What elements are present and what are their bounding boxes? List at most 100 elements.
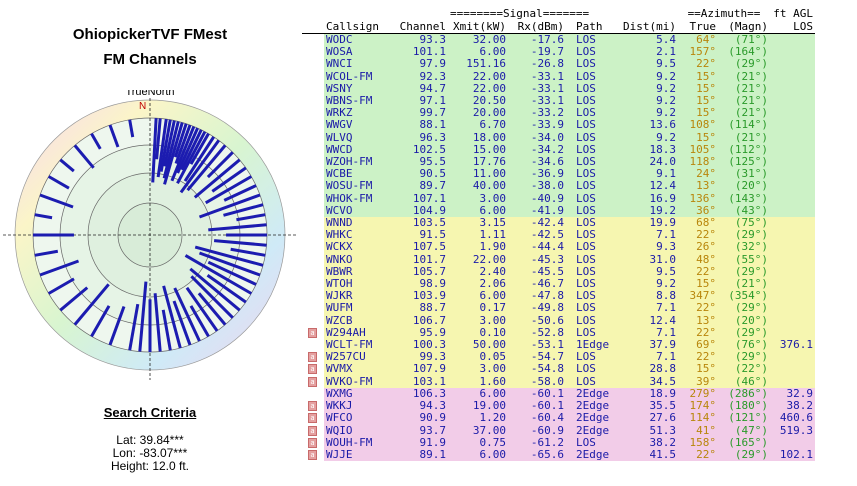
flag-icon[interactable]: a — [308, 364, 317, 375]
azimuth-group-header: ==Azimuth== — [687, 7, 761, 20]
flag — [302, 46, 324, 58]
signal-ray — [59, 158, 75, 173]
table-row[interactable]: a W294AH 95.9 0.10 -52.8 LOS 7.1 22° (29°) — [302, 326, 815, 340]
los-cell — [770, 314, 815, 327]
magn-azimuth-cell: (21°) — [718, 131, 770, 144]
table-row[interactable]: WCVO 104.9 6.00 -41.9 LOS 19.2 36° (43°) — [302, 204, 815, 218]
magn-azimuth-cell: (21°) — [718, 70, 770, 83]
flag-icon[interactable]: a — [308, 449, 317, 460]
table-row[interactable]: WNKO 101.7 22.00 -45.3 LOS 31.0 48° (55°) — [302, 253, 815, 266]
rx-cell: -60.9 — [508, 424, 566, 437]
true-azimuth-cell: 118° — [678, 155, 718, 169]
table-row[interactable]: WOSU-FM 89.7 40.00 -38.0 LOS 12.4 13° (20°) — [302, 180, 815, 193]
table-row[interactable]: WCLT-FM 100.3 50.00 -53.1 1Edge 37.9 69° (76°) 3… — [302, 338, 815, 352]
dist-cell: 35.5 — [614, 399, 678, 413]
flag-icon[interactable]: a — [308, 327, 317, 338]
flag-icon[interactable]: a — [308, 401, 317, 412]
table-row[interactable]: WXMG 106.3 6.00 -60.1 2Edge 18.9 279° (286°) 32.… — [302, 387, 815, 401]
magn-azimuth-cell: (165°) — [718, 436, 770, 449]
channel-cell: 95.9 — [392, 326, 448, 340]
flag-icon[interactable]: a — [308, 425, 317, 436]
flag-icon[interactable]: a — [308, 437, 317, 448]
channel-cell: 91.9 — [392, 436, 448, 449]
table-row[interactable]: WBWR 105.7 2.40 -45.5 LOS 9.5 22° (29°) — [302, 265, 815, 279]
table-row[interactable]: a W257CU 99.3 0.05 -54.7 LOS 7.1 22° (29°) — [302, 351, 815, 364]
magn-azimuth-cell: (31°) — [718, 168, 770, 181]
xmit-cell: 37.00 — [448, 424, 508, 437]
table-row[interactable]: a WFCO 90.9 1.20 -60.4 2Edge 27.6 114° (121°) 460… — [302, 412, 815, 425]
table-row[interactable]: WJKR 103.9 6.00 -47.8 LOS 8.8 347° (354°) — [302, 290, 815, 303]
dist-cell: 16.9 — [614, 192, 678, 205]
signal-ray — [180, 129, 203, 171]
table-row[interactable]: a WVMX 107.9 3.00 -54.8 LOS 28.8 15° (22°) — [302, 363, 815, 376]
flag — [302, 315, 324, 327]
table-row[interactable]: WODC 93.3 32.00 -17.6 LOS 5.4 64° (71°) — [302, 33, 815, 47]
flag-icon[interactable]: a — [308, 352, 317, 363]
magn-azimuth-cell: (29°) — [718, 229, 770, 242]
channel-cell: 106.7 — [392, 314, 448, 327]
table-row[interactable]: WTOH 98.9 2.06 -46.7 LOS 9.2 15° (21°) — [302, 277, 815, 291]
table-row[interactable]: a WJJE 89.1 6.00 -65.6 2Edge 41.5 22° (29°) 102.1 — [302, 448, 815, 462]
channel-cell: 89.1 — [392, 448, 448, 462]
table-row[interactable]: a WVKO-FM 103.1 1.60 -58.0 LOS 34.5 39° (46°) — [302, 375, 815, 388]
table-row[interactable]: WUFM 88.7 0.17 -49.8 LOS 7.1 22° (29°) — [302, 302, 815, 315]
flag — [302, 290, 324, 302]
table-row[interactable]: WZCB 106.7 3.00 -50.6 LOS 12.4 13° (20°) — [302, 314, 815, 327]
path-cell: LOS — [566, 277, 614, 291]
flag — [302, 302, 324, 314]
los-cell — [770, 351, 815, 364]
channel-cell: 88.1 — [392, 119, 448, 132]
signal-ray — [189, 305, 210, 338]
signal-ray — [204, 175, 253, 205]
table-row[interactable]: WWGV 88.1 6.70 -33.9 LOS 13.6 108° (114°) — [302, 119, 815, 132]
true-azimuth-cell: 39° — [678, 375, 718, 388]
table-row[interactable]: WNND 103.5 3.15 -42.4 LOS 19.9 68° (75°) — [302, 216, 815, 230]
path-cell: LOS — [566, 107, 614, 120]
col-callsign: Callsign — [324, 20, 392, 34]
los-cell — [770, 95, 815, 108]
callsign-cell: WCKX — [324, 241, 392, 254]
flag — [302, 58, 324, 70]
flag-icon[interactable]: a — [308, 376, 317, 387]
table-row[interactable]: a WQIO 93.7 37.00 -60.9 2Edge 51.3 41° (47°) 519.… — [302, 424, 815, 437]
true-azimuth-cell: 15° — [678, 70, 718, 83]
table-row[interactable]: WCBE 90.5 11.00 -36.9 LOS 9.1 24° (31°) — [302, 168, 815, 181]
path-cell: 2Edge — [566, 424, 614, 437]
xmit-cell: 11.00 — [448, 168, 508, 181]
table-row[interactable]: WHKC 91.5 1.11 -42.5 LOS 7.1 22° (29°) — [302, 229, 815, 242]
xmit-cell: 20.50 — [448, 94, 508, 108]
path-cell: LOS — [566, 326, 614, 340]
true-azimuth-cell: 174° — [678, 399, 718, 413]
table-row[interactable]: WWCD 102.5 15.00 -34.2 LOS 18.3 105° (112°) — [302, 143, 815, 157]
los-cell — [770, 241, 815, 254]
table-row[interactable]: WRKZ 99.7 20.00 -33.2 LOS 9.2 15° (21°) — [302, 107, 815, 120]
table-row[interactable]: WSNY 94.7 22.00 -33.1 LOS 9.2 15° (21°) — [302, 82, 815, 96]
table-row[interactable]: a WKKJ 94.3 19.00 -60.1 2Edge 35.5 174° (180°) 38… — [302, 399, 815, 413]
table-row[interactable]: WNCI 97.9 151.16 -26.8 LOS 9.5 22° (29°) — [302, 58, 815, 71]
table-row[interactable]: WLVQ 96.3 18.00 -34.0 LOS 9.2 15° (21°) — [302, 131, 815, 144]
flag — [302, 266, 324, 278]
los-cell — [770, 192, 815, 205]
signal-ray — [59, 286, 89, 312]
signal-ray — [47, 175, 70, 190]
col-dist: Dist(mi) — [614, 20, 678, 34]
flag-icon[interactable]: a — [308, 413, 317, 424]
table-row[interactable]: WHOK-FM 107.1 3.00 -40.9 LOS 16.9 136° (143°) — [302, 192, 815, 205]
table-row[interactable]: a WOUH-FM 91.9 0.75 -61.2 LOS 38.2 158° (165°) — [302, 436, 815, 449]
signal-ray — [223, 203, 264, 217]
true-azimuth-cell: 48° — [678, 253, 718, 266]
table-row[interactable]: WOSA 101.1 6.00 -19.7 LOS 2.1 157° (164°) — [302, 45, 815, 59]
signal-ray — [193, 158, 241, 199]
table-row[interactable]: WBNS-FM 97.1 20.50 -33.1 LOS 9.2 15° (21°) — [302, 94, 815, 108]
channel-cell: 106.3 — [392, 387, 448, 401]
table-row[interactable]: WZOH-FM 95.5 17.76 -34.6 LOS 24.0 118° (125°) — [302, 155, 815, 169]
signal-ray — [128, 303, 140, 351]
magn-azimuth-cell: (180°) — [718, 399, 770, 413]
table-row[interactable]: WCOL-FM 92.3 22.00 -33.1 LOS 9.2 15° (21°) — [302, 70, 815, 83]
signal-ray — [198, 193, 261, 219]
signal-ray — [179, 139, 220, 194]
table-row[interactable]: WCKX 107.5 1.90 -44.4 LOS 9.3 26° (32°) — [302, 241, 815, 254]
magn-azimuth-cell: (114°) — [718, 119, 770, 132]
callsign-cell: WOSU-FM — [324, 180, 392, 193]
dist-cell: 7.1 — [614, 229, 678, 242]
